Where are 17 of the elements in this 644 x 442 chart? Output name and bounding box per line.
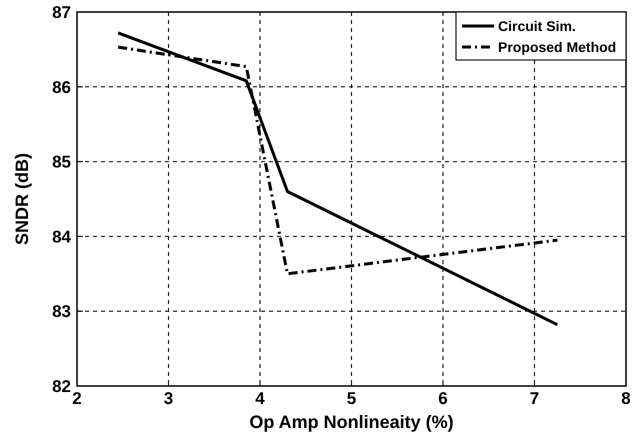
x-tick-label: 6 (438, 389, 448, 408)
y-tick-label: 83 (52, 302, 71, 322)
x-tick-label: 8 (621, 389, 631, 408)
x-axis-title: Op Amp Nonlineaity (%) (249, 412, 454, 432)
y-tick-label: 85 (52, 152, 71, 172)
y-tick-label: 82 (52, 377, 71, 396)
x-tick-label: 3 (164, 389, 174, 408)
y-tick-label: 87 (52, 3, 71, 22)
x-tick-label: 5 (346, 389, 356, 408)
legend-label: Circuit Sim. (498, 18, 576, 34)
x-tick-label: 2 (72, 389, 82, 408)
legend-label: Proposed Method (498, 39, 616, 55)
x-tick-label: 7 (530, 389, 540, 408)
y-axis-title: SNDR (dB) (12, 153, 32, 245)
x-tick-label: 4 (255, 389, 266, 408)
y-tick-label: 84 (52, 227, 72, 246)
y-tick-label: 86 (52, 78, 71, 97)
